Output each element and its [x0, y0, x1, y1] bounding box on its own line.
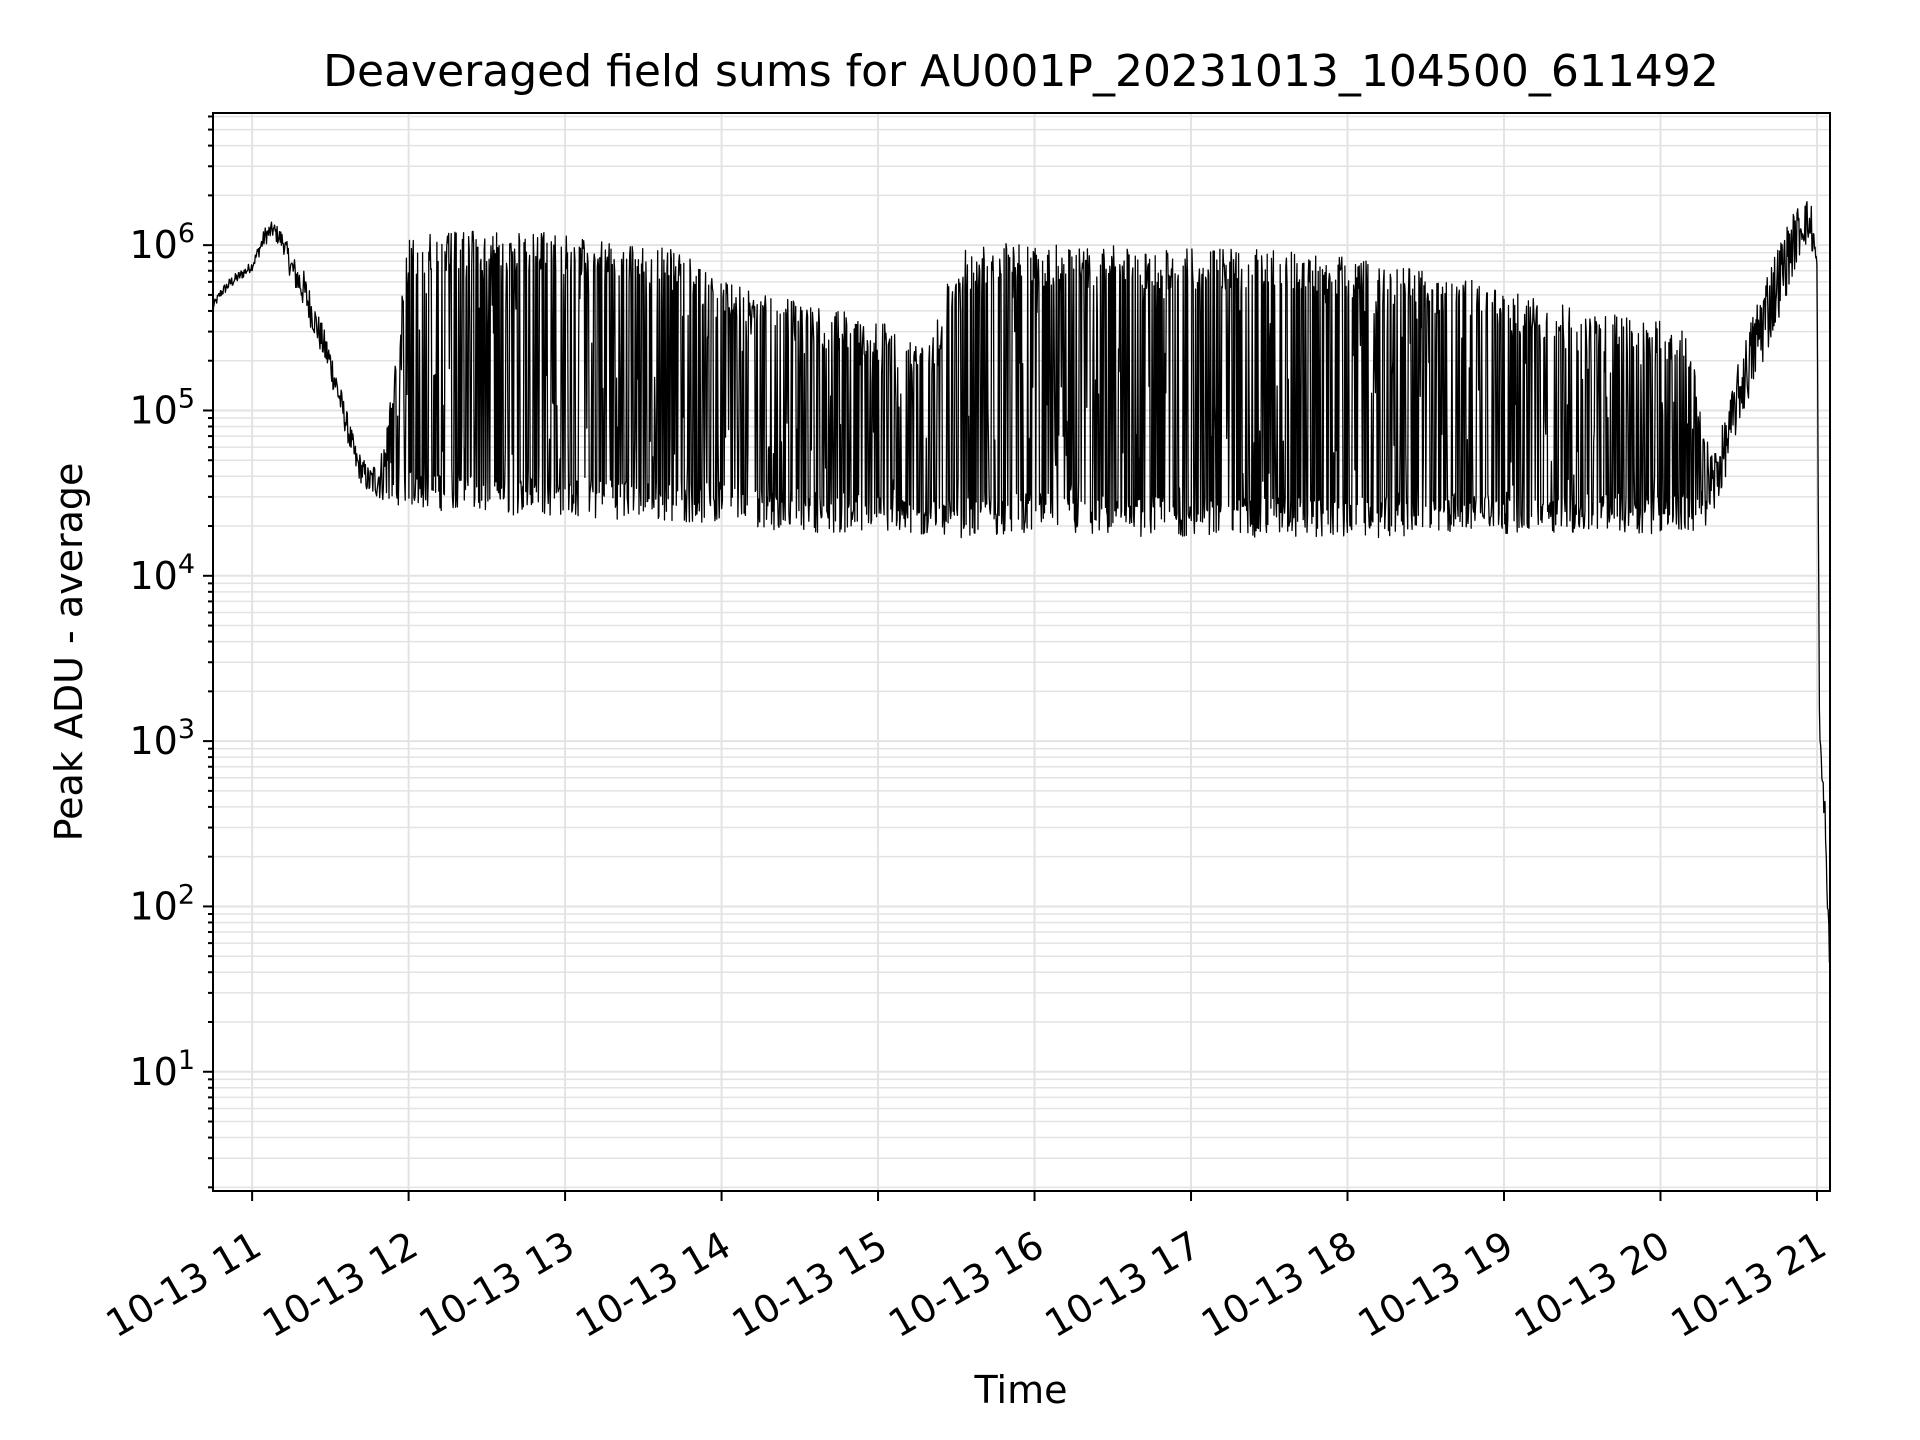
chart-title: Deaveraged field sums for AU001P_2023101…: [323, 46, 1719, 97]
y-tick-label: 105: [129, 383, 195, 432]
y-tick-exponent: 3: [178, 714, 195, 745]
y-tick-label: 104: [129, 549, 195, 598]
y-tick-label: 103: [129, 714, 195, 763]
y-tick-base: 10: [129, 884, 177, 928]
plot-frame: [212, 112, 1831, 1192]
y-tick-label: 102: [129, 879, 195, 928]
y-tick-base: 10: [129, 223, 177, 267]
y-tick-exponent: 4: [178, 549, 195, 580]
y-tick-exponent: 1: [178, 1045, 195, 1076]
x-axis-label: Time: [974, 1368, 1068, 1412]
series-line: [212, 201, 1831, 964]
y-axis-label: Peak ADU - average: [47, 463, 91, 842]
y-tick-label: 106: [129, 218, 195, 267]
y-tick-base: 10: [129, 1050, 177, 1094]
y-tick-base: 10: [129, 388, 177, 432]
y-tick-label: 101: [129, 1045, 195, 1094]
y-tick-base: 10: [129, 554, 177, 598]
data-series: [212, 201, 1831, 964]
y-tick-exponent: 6: [178, 218, 195, 249]
y-tick-exponent: 5: [178, 383, 195, 414]
y-tick-exponent: 2: [178, 879, 195, 910]
y-tick-base: 10: [129, 719, 177, 763]
